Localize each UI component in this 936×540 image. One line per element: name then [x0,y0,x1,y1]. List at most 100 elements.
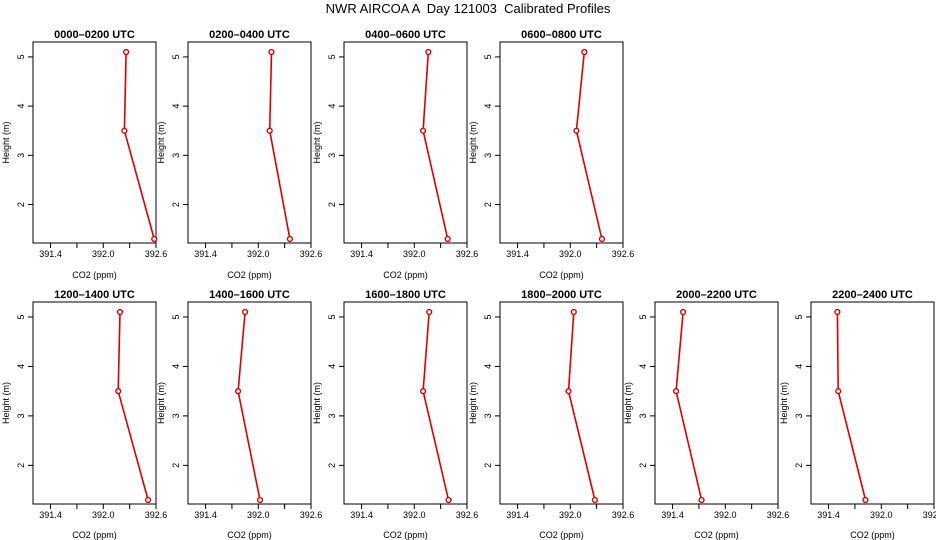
y-tick-label: 3 [171,153,181,158]
panel-title: 1800–2000 UTC [521,289,602,301]
y-tick-label: 5 [327,54,337,59]
x-tick-label: 392.0 [714,510,737,520]
plot-frame [187,41,312,244]
x-tick-label: 392.0 [870,510,893,520]
profile-panel: 1600–1800 UTC 391.4 392.0 392.6 2 3 4 5 CO2 (ppm… [312,289,478,540]
series-line [567,311,596,501]
plot-frame [499,41,624,244]
x-tick-label: 392.6 [300,249,323,259]
series-line [123,51,155,240]
y-tick-label: 5 [327,314,337,319]
profile-panel: 1200–1400 UTC 391.4 392.0 392.6 2 3 4 5 CO2 (ppm… [1,289,167,540]
data-point [426,308,433,316]
profile-panel: 1400–1600 UTC 391.4 392.0 392.6 2 3 4 5 CO2 (ppm… [156,289,322,540]
y-tick-label: 4 [16,364,26,369]
y-axis-label: Height (m) [779,382,789,424]
x-tick-label: 392.0 [92,510,115,520]
series-line [268,51,291,240]
data-point [672,388,680,395]
profile-panel: 0400–0600 UTC 391.4 392.0 392.6 2 3 4 5 CO2 (ppm… [312,29,478,280]
y-tick-label: 2 [483,202,493,207]
data-point [425,48,432,56]
y-tick-label: 3 [483,413,493,418]
x-tick-label: 392.6 [612,249,635,259]
y-tick-label: 5 [16,314,26,319]
profile-panel: 0000–0200 UTC 391.4 392.0 392.6 2 3 4 5 CO2 (ppm… [1,29,167,280]
y-tick-label: 5 [638,314,648,319]
plot-frame [654,301,779,505]
y-tick-label: 3 [16,413,26,418]
x-tick-label: 392.6 [923,510,936,520]
data-point [234,388,242,395]
y-tick-label: 3 [483,153,493,158]
x-tick-label: 392.6 [145,249,168,259]
data-point [144,496,152,504]
series-line [575,51,603,240]
series-line [422,311,450,501]
x-tick-label: 392.0 [403,510,426,520]
y-tick-label: 4 [171,364,181,369]
series-line [675,311,703,501]
y-axis-label: Height (m) [468,121,478,163]
y-tick-label: 3 [16,153,26,158]
x-tick-label: 392.0 [247,510,270,520]
y-tick-label: 3 [171,413,181,418]
y-tick-label: 2 [16,463,26,468]
y-axis-label: Height (m) [312,121,322,163]
panel-title: 1400–1600 UTC [209,289,290,301]
y-tick-label: 3 [794,413,804,418]
x-tick-label: 391.4 [350,249,373,259]
data-point [256,496,264,504]
data-point [598,235,606,243]
x-tick-label: 392.0 [247,249,270,259]
plot-frame [32,301,157,505]
x-tick-label: 391.4 [350,510,373,520]
data-point [116,308,124,316]
data-point [573,127,580,134]
plot-frame [499,301,624,505]
y-tick-label: 4 [638,364,648,369]
y-tick-label: 4 [16,104,26,109]
series-line [237,311,261,501]
x-tick-label: 392.0 [559,249,582,259]
data-point [242,308,249,316]
y-axis-label: Height (m) [312,382,322,424]
series-line [422,51,449,240]
page-title: NWR AIRCOA A Day 121003 Calibrated Profi… [325,1,611,16]
plot-frame [810,301,935,505]
y-axis-label: Height (m) [623,382,633,424]
y-tick-label: 5 [16,54,26,59]
x-tick-label: 392.0 [403,249,426,259]
x-tick-label: 392.6 [300,510,323,520]
x-axis-label: CO2 (ppm) [539,270,584,280]
x-axis-label: CO2 (ppm) [383,270,428,280]
y-tick-label: 4 [483,104,493,109]
x-tick-label: 391.4 [661,510,684,520]
y-tick-label: 4 [171,104,181,109]
data-point [835,388,842,395]
series-line [117,311,149,501]
y-tick-label: 2 [171,463,181,468]
x-axis-label: CO2 (ppm) [72,530,117,540]
y-tick-label: 5 [171,54,181,59]
y-tick-label: 5 [794,314,804,319]
y-axis-label: Height (m) [156,382,166,424]
plot-frame [187,301,312,505]
y-tick-label: 3 [327,413,337,418]
data-point [680,308,687,316]
x-axis-label: CO2 (ppm) [383,530,428,540]
data-point [591,496,598,504]
data-point [834,308,841,316]
y-tick-label: 2 [171,202,181,207]
y-tick-label: 2 [483,463,493,468]
y-axis-label: Height (m) [468,382,478,424]
panel-title: 1600–1800 UTC [365,289,446,301]
x-tick-label: 391.4 [39,510,62,520]
x-tick-label: 392.6 [456,510,479,520]
x-tick-label: 391.4 [39,249,62,259]
y-tick-label: 2 [327,463,337,468]
data-point [444,235,451,243]
plot-frame [343,301,468,505]
x-axis-label: CO2 (ppm) [694,530,739,540]
